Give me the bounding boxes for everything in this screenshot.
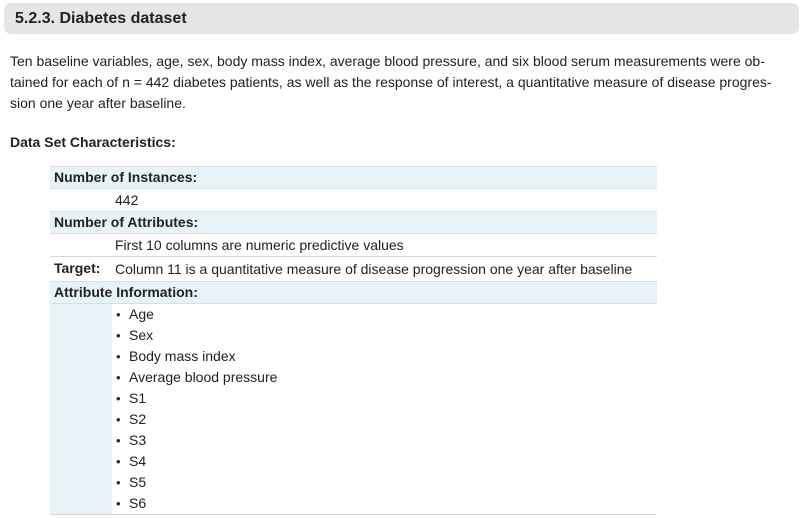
field-label-instances: Number of Instances: bbox=[54, 169, 198, 185]
bullet-icon: • bbox=[116, 412, 121, 427]
bullet-icon: • bbox=[116, 349, 121, 364]
bullet-icon: • bbox=[116, 328, 121, 343]
field-value-attributes: First 10 columns are numeric predictive … bbox=[115, 237, 404, 253]
intro-line: sion one year after baseline. bbox=[10, 95, 186, 111]
bullet-icon: • bbox=[116, 454, 121, 469]
field-label-target: Target: bbox=[54, 260, 101, 276]
field-label-gutter bbox=[50, 304, 112, 514]
attribute-item: • S3 bbox=[115, 430, 277, 451]
section-title: 5.2.3. Diabetes dataset bbox=[15, 10, 187, 27]
intro-paragraph: Ten baseline variables, age, sex, body m… bbox=[10, 51, 800, 114]
attribute-item: • S5 bbox=[115, 472, 277, 493]
bullet-icon: • bbox=[116, 433, 121, 448]
field-label-attributes: Number of Attributes: bbox=[54, 214, 199, 230]
field-value-instances: 442 bbox=[115, 192, 139, 208]
attribute-item: • S1 bbox=[115, 388, 277, 409]
attribute-item-label: Average blood pressure bbox=[129, 369, 278, 385]
attribute-item: • Sex bbox=[115, 325, 277, 346]
attribute-item-label: S3 bbox=[129, 432, 147, 448]
intro-line: Ten baseline variables, age, sex, body m… bbox=[10, 53, 765, 69]
bullet-icon: • bbox=[116, 496, 121, 511]
field-body-attribute-info: • Age • Sex • Body mass index • Average bloo… bbox=[50, 304, 657, 515]
characteristics-heading: Data Set Characteristics: bbox=[10, 134, 176, 150]
attribute-list: • Age • Sex • Body mass index • Average bloo… bbox=[115, 304, 277, 514]
field-body-attributes: First 10 columns are numeric predictive … bbox=[50, 234, 657, 256]
attribute-item: • Age bbox=[115, 304, 277, 325]
bullet-icon: • bbox=[116, 391, 121, 406]
attribute-item-label: S6 bbox=[129, 495, 147, 511]
field-label-attribute-info: Attribute Information: bbox=[54, 284, 198, 300]
characteristics-field-list: Number of Instances: 442 Number of Attri… bbox=[50, 166, 657, 515]
section-heading-bar: 5.2.3. Diabetes dataset bbox=[4, 3, 799, 34]
attribute-item-label: Body mass index bbox=[129, 348, 236, 364]
bullet-icon: • bbox=[116, 475, 121, 490]
field-value-target: Column 11 is a quantitative measure of d… bbox=[115, 261, 633, 277]
field-row-attribute-info: Attribute Information: bbox=[50, 281, 657, 304]
field-row-attributes: Number of Attributes: bbox=[50, 211, 657, 234]
attribute-item-label: S4 bbox=[129, 453, 147, 469]
attribute-item-label: S2 bbox=[129, 411, 147, 427]
field-row-instances: Number of Instances: bbox=[50, 166, 657, 189]
attribute-item-label: S5 bbox=[129, 474, 147, 490]
attribute-item: • Average blood pressure bbox=[115, 367, 277, 388]
attribute-item: • S4 bbox=[115, 451, 277, 472]
attribute-item-label: Sex bbox=[129, 327, 154, 343]
bullet-icon: • bbox=[116, 370, 121, 385]
attribute-item-label: Age bbox=[129, 306, 154, 322]
attribute-item: • Body mass index bbox=[115, 346, 277, 367]
bullet-icon: • bbox=[116, 307, 121, 322]
attribute-item: • S6 bbox=[115, 493, 277, 514]
attribute-item: • S2 bbox=[115, 409, 277, 430]
attribute-item-label: S1 bbox=[129, 390, 147, 406]
intro-line: tained for each of n = 442 diabetes pati… bbox=[10, 74, 772, 90]
field-body-instances: 442 bbox=[50, 189, 657, 211]
field-row-target: Target: Column 11 is a quantitative meas… bbox=[50, 256, 657, 281]
